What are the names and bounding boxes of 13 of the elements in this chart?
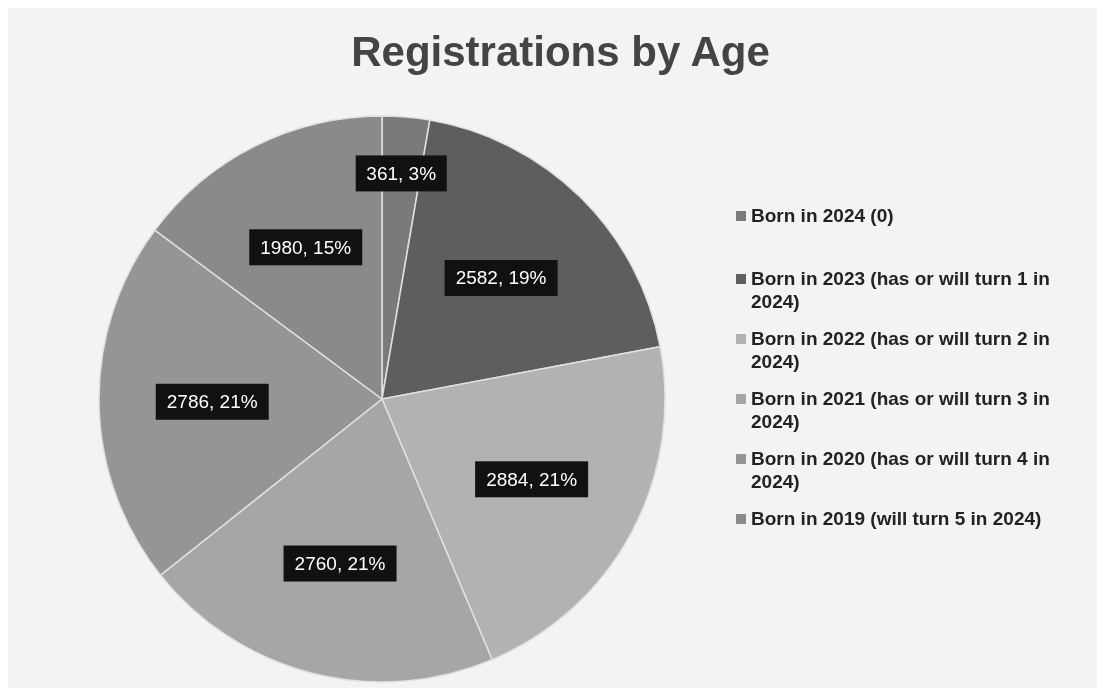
data-label: 2760, 21%: [294, 553, 386, 575]
legend-label: Born in 2021 (has or will turn 3 in 2024): [751, 387, 1051, 433]
data-label: 2786, 21%: [166, 391, 258, 413]
legend-label: Born in 2024 (0): [751, 204, 894, 227]
chart-title: Registrations by Age: [350, 28, 771, 76]
legend-label: Born in 2023 (has or will turn 1 in 2024): [751, 267, 1051, 313]
legend-label: Born in 2020 (has or will turn 4 in 2024): [751, 447, 1051, 493]
data-label: 2884, 21%: [486, 468, 578, 490]
data-label: 361, 3%: [366, 162, 437, 184]
legend-label: Born in 2022 (has or will turn 2 in 2024): [751, 327, 1051, 373]
data-label: 2582, 19%: [455, 267, 547, 289]
data-label: 1980, 15%: [260, 236, 352, 258]
legend-label: Born in 2019 (will turn 5 in 2024): [751, 507, 1042, 530]
